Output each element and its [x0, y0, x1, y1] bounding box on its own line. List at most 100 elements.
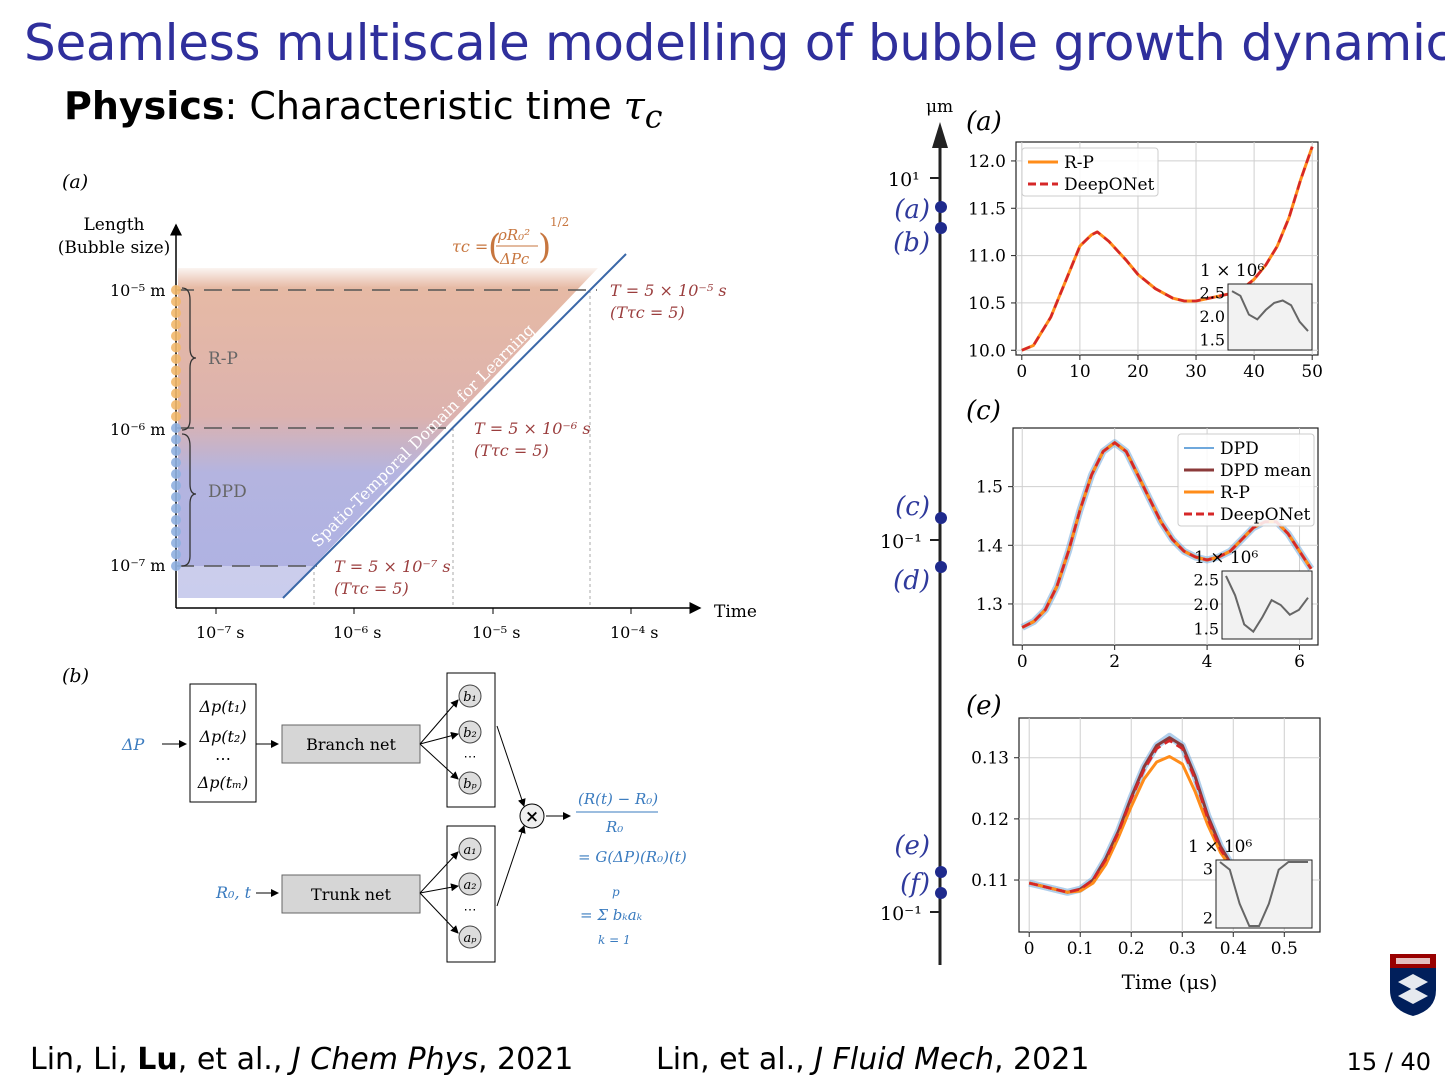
xtick-1e-6: 10⁻⁶ s	[333, 623, 382, 642]
rp-dpd-region	[178, 268, 598, 598]
timeline-marker-c: (c)	[895, 492, 930, 522]
series-line-deeponet	[1021, 146, 1314, 352]
slide-subtitle: Physics: Characteristic time τc	[64, 84, 662, 136]
x-axis-label: Time (μs)	[1122, 970, 1218, 994]
t-label-1: T = 5 × 10⁻⁵ s	[610, 281, 727, 300]
inset-line	[1231, 290, 1309, 332]
axis-dot	[171, 377, 181, 387]
node-b1: b₁	[463, 690, 477, 705]
y-tick-label: 1.4	[976, 536, 1003, 556]
y-tick-label: 10.5	[968, 294, 1006, 314]
axis-dot	[171, 423, 181, 433]
eq-numerator: (R(t) − R₀)	[578, 790, 658, 808]
deeponet-diagram: ΔP Δp(t₁) Δp(t₂) ⋯ Δp(tₘ) Branch net R₀,…	[121, 672, 687, 963]
xtick-1e-4: 10⁻⁴ s	[610, 623, 659, 642]
axis-dot	[171, 388, 181, 399]
axis-dot	[171, 492, 181, 502]
sensor-1: Δp(t₁)	[198, 697, 246, 716]
timeline-marker-f: (f)	[900, 869, 930, 899]
xtick-1e-7: 10⁻⁷ s	[196, 623, 245, 642]
axis-dot	[171, 308, 181, 318]
axis-dot	[171, 319, 181, 330]
x-tick-label: 0.3	[1169, 939, 1196, 959]
legend-label: DPD	[1220, 439, 1259, 459]
ytick-1e-5: 10⁻⁵ m	[110, 281, 165, 300]
subtitle-bold: Physics	[64, 84, 225, 128]
timeline-tick-3: 10⁻¹	[880, 903, 922, 925]
scale-timeline: μm 10¹ 10⁻¹ 10⁻¹ (a) (b) (c) (d) (e) (f)	[880, 97, 953, 965]
eq-sum: = Σ bₖaₖ	[580, 906, 643, 924]
timeline-tick-2: 10⁻¹	[880, 531, 922, 553]
node-ap: aₚ	[464, 931, 477, 946]
node-bp: bₚ	[463, 777, 477, 792]
y-tick-label: 11.0	[968, 247, 1006, 267]
axis-dot	[171, 457, 181, 468]
x-tick-label: 20	[1127, 362, 1149, 382]
x-tick-label: 0	[1017, 652, 1028, 672]
inset-line	[1219, 861, 1308, 927]
tau-lhs: τc =	[452, 237, 488, 256]
branch-net-label: Branch net	[306, 735, 396, 754]
axis-dots	[171, 285, 181, 571]
inset-y-tick-label: 3	[1203, 860, 1213, 879]
axis-dot	[171, 434, 181, 445]
input-dp: ΔP	[121, 735, 145, 754]
legend-label: DeepONet	[1064, 175, 1155, 195]
x-tick-label: 0	[1016, 362, 1027, 382]
t-ratio-1: (Tτc = 5)	[610, 303, 685, 322]
inset-y-tick-label: 1.5	[1200, 331, 1225, 350]
inset-scale-label: 1 × 10⁶	[1200, 261, 1264, 281]
sensor-m: Δp(tₘ)	[197, 773, 249, 792]
axis-dot	[171, 296, 181, 307]
t-ratio-3: (Tτc = 5)	[334, 579, 409, 598]
chart-panel-a: (a) 0 10 20 30 40 50 10.0 10.5 11.0 11.5 12.0 R-PDee…	[966, 107, 1323, 382]
x-tick-label: 0.1	[1067, 939, 1094, 959]
node-a-dots: ⋯	[464, 903, 477, 918]
timeline-marker-d: (d)	[893, 566, 930, 596]
inset-scale-label: 1 × 10⁶	[1188, 837, 1252, 857]
inset-frame	[1227, 283, 1313, 351]
t-label-2: T = 5 × 10⁻⁶ s	[474, 419, 591, 438]
svg-text:(: (	[488, 227, 501, 267]
y-tick-label: 0.11	[971, 871, 1009, 891]
legend-label: DeepONet	[1220, 505, 1311, 525]
tau-formula: τc = ρR₀² ΔPc ( ) 1/2	[452, 215, 569, 268]
cite2-year: , 2021	[993, 1042, 1090, 1077]
axis-dot	[171, 503, 181, 514]
node-a2: a₂	[464, 878, 477, 893]
cite1-bold-author: Lu	[137, 1042, 178, 1077]
chart-panel-label: (a)	[966, 107, 1002, 137]
x-tick-label: 10	[1069, 362, 1091, 382]
input-r0-t: R₀, t	[215, 883, 252, 902]
inset-y-tick-label: 2	[1203, 908, 1213, 927]
multiply-node	[519, 803, 545, 829]
axis-dot	[171, 469, 181, 479]
panel-b-label: (b)	[62, 665, 89, 687]
legend-label: R-P	[1064, 153, 1094, 173]
x-tick-label: 0.4	[1220, 939, 1247, 959]
chart-panel-e: (e) 0 0.1 0.2 0.3 0.4 0.5 0.11 0.12 0.13 Time (μs)…	[966, 691, 1321, 994]
node-a1: a₁	[464, 843, 477, 858]
region-rp-label: R-P	[208, 349, 238, 369]
axis-dot	[171, 446, 181, 456]
xlabel-time: Time	[714, 602, 757, 622]
footer-citation-1: Lin, Li, Lu, et al., J Chem Phys, 2021	[30, 1042, 573, 1077]
sensor-box	[189, 683, 257, 803]
legend-box	[1177, 433, 1315, 527]
inset-y-tick-label: 2.5	[1200, 283, 1225, 302]
y-tick-label: 0.12	[971, 810, 1009, 830]
multiply-symbol: ×	[525, 807, 539, 827]
ytick-1e-6: 10⁻⁶ m	[110, 420, 165, 439]
cite1-journal: J Chem Phys	[291, 1042, 478, 1077]
region-dpd-label: DPD	[208, 482, 247, 502]
ylabel-bubble-size: (Bubble size)	[58, 238, 171, 258]
y-tick-label: 0.13	[971, 749, 1009, 769]
inset-y-tick-label: 2.0	[1194, 595, 1219, 614]
inset-frame	[1221, 570, 1313, 640]
tau-exponent: 1/2	[550, 215, 569, 229]
svg-text:): )	[538, 227, 551, 267]
x-tick-label: 40	[1243, 362, 1265, 382]
penn-shield-icon	[1390, 954, 1436, 1016]
y-tick-label: 12.0	[968, 152, 1006, 172]
left-figure: (a) Length (Bubble size) Time 10⁻⁵ m 10⁻…	[58, 171, 757, 963]
